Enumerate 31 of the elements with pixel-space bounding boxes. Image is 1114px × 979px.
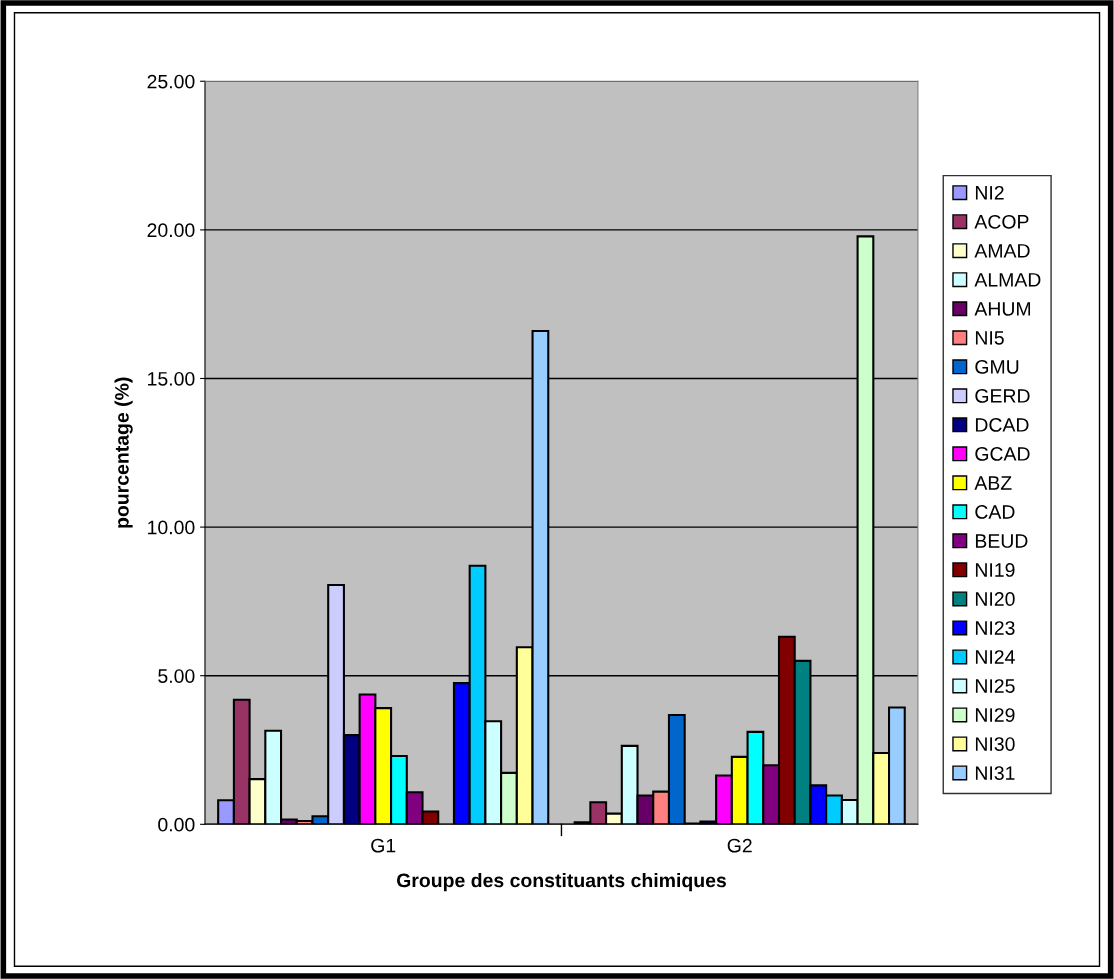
- y-tick-label: 5.00: [158, 669, 195, 683]
- x-axis-title: Groupe des constituants chimiques: [396, 873, 726, 892]
- legend-label: NI31: [975, 766, 1015, 780]
- legend-label: GMU: [975, 360, 1019, 374]
- legend-label: ACOP: [974, 214, 1029, 229]
- legend-label: ALMAD: [974, 273, 1041, 287]
- legend-label: NI2: [975, 185, 1004, 200]
- y-tick-label: 20.00: [147, 223, 195, 238]
- legend-label: GERD: [975, 389, 1030, 403]
- legend-label: NI30: [975, 737, 1015, 751]
- legend-label: NI20: [975, 592, 1015, 606]
- legend-label: NI23: [975, 621, 1015, 635]
- y-tick-label: 0.00: [158, 817, 195, 832]
- y-tick-label: 15.00: [148, 371, 195, 386]
- y-axis-title: pourcentage (%): [114, 377, 133, 528]
- legend-label: DCAD: [975, 418, 1029, 432]
- legend-label: GCAD: [975, 447, 1030, 461]
- legend-label: AHUM: [974, 302, 1031, 316]
- legend-label: NI24: [975, 650, 1015, 664]
- legend-label: BEUD: [975, 534, 1028, 548]
- y-tick-label: 25.00: [147, 74, 195, 89]
- legend-label: NI29: [975, 708, 1015, 722]
- legend-label: CAD: [975, 505, 1015, 519]
- legend-label: NI25: [975, 679, 1015, 693]
- legend-label: AMAD: [974, 244, 1030, 258]
- x-tick-label: G2: [727, 838, 752, 853]
- legend-label: NI19: [975, 563, 1015, 577]
- x-tick-label: G1: [371, 838, 396, 853]
- legend-label: ABZ: [974, 476, 1012, 490]
- y-tick-label: 10.00: [148, 520, 195, 535]
- legend-label: NI5: [975, 331, 1004, 345]
